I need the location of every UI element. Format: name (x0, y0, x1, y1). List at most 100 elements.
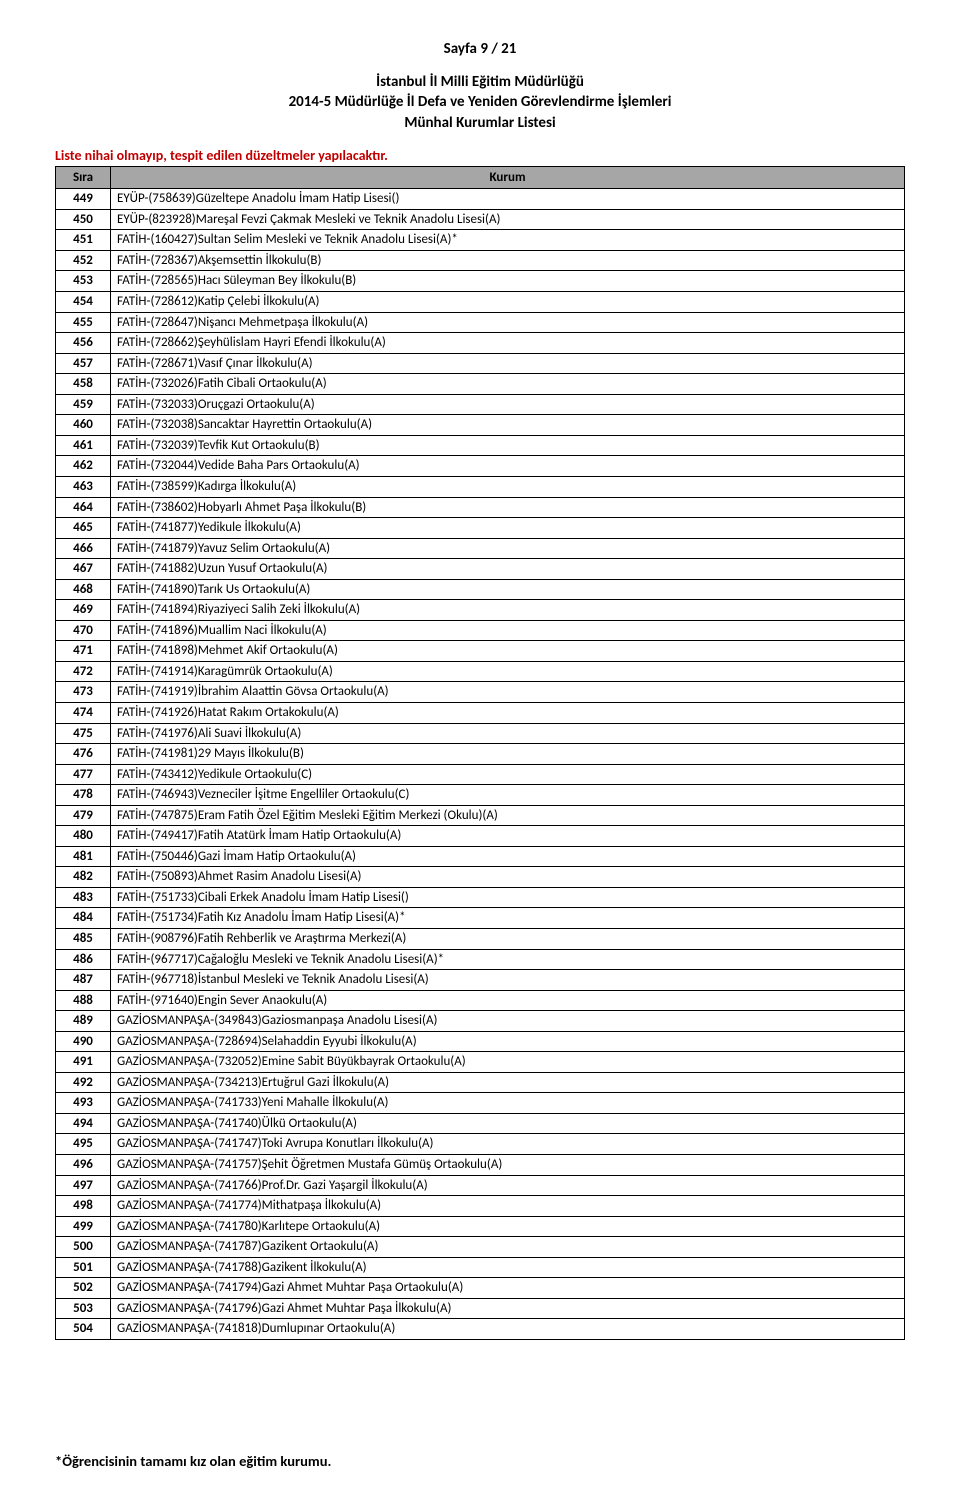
col-header-kurum: Kurum (111, 166, 905, 189)
table-row: 453FATİH-(728565)Hacı Süleyman Bey İlkok… (56, 271, 905, 292)
cell-kurum: FATİH-(728647)Nişancı Mehmetpaşa İlkokul… (111, 312, 905, 333)
table-row: 465FATİH-(741877)Yedikule İlkokulu(A) (56, 518, 905, 539)
table-row: 493GAZİOSMANPAŞA-(741733)Yeni Mahalle İl… (56, 1093, 905, 1114)
cell-sira: 469 (56, 600, 111, 621)
cell-kurum: FATİH-(728565)Hacı Süleyman Bey İlkokulu… (111, 271, 905, 292)
cell-kurum: FATİH-(732033)Oruçgazi Ortaokulu(A) (111, 394, 905, 415)
cell-sira: 454 (56, 292, 111, 313)
cell-sira: 462 (56, 456, 111, 477)
cell-kurum: FATİH-(741919)İbrahim Alaattin Gövsa Ort… (111, 682, 905, 703)
table-row: 500GAZİOSMANPAŞA-(741787)Gazikent Ortaok… (56, 1237, 905, 1258)
cell-kurum: FATİH-(741981)29 Mayıs İlkokulu(B) (111, 744, 905, 765)
cell-sira: 449 (56, 189, 111, 210)
cell-sira: 491 (56, 1052, 111, 1073)
table-row: 462FATİH-(732044)Vedide Baha Pars Ortaok… (56, 456, 905, 477)
table-row: 473FATİH-(741919)İbrahim Alaattin Gövsa … (56, 682, 905, 703)
table-row: 498GAZİOSMANPAŞA-(741774)Mithatpaşa İlko… (56, 1196, 905, 1217)
cell-sira: 468 (56, 579, 111, 600)
cell-kurum: FATİH-(738599)Kadırga İlkokulu(A) (111, 476, 905, 497)
cell-kurum: GAZİOSMANPAŞA-(741733)Yeni Mahalle İlkok… (111, 1093, 905, 1114)
table-row: 458FATİH-(732026)Fatih Cibali Ortaokulu(… (56, 374, 905, 395)
cell-kurum: GAZİOSMANPAŞA-(741788)Gazikent İlkokulu(… (111, 1257, 905, 1278)
cell-kurum: FATİH-(967718)İstanbul Mesleki ve Teknik… (111, 970, 905, 991)
table-row: 489GAZİOSMANPAŞA-(349843)Gaziosmanpaşa A… (56, 1011, 905, 1032)
heading-2: 2014-5 Müdürlüğe İl Defa ve Yeniden Göre… (55, 92, 905, 112)
table-row: 476FATİH-(741981)29 Mayıs İlkokulu(B) (56, 744, 905, 765)
table-row: 470FATİH-(741896)Muallim Naci İlkokulu(A… (56, 620, 905, 641)
cell-kurum: FATİH-(751734)Fatih Kız Anadolu İmam Hat… (111, 908, 905, 929)
cell-sira: 500 (56, 1237, 111, 1258)
cell-kurum: FATİH-(747875)Eram Fatih Özel Eğitim Mes… (111, 805, 905, 826)
cell-sira: 452 (56, 250, 111, 271)
cell-sira: 495 (56, 1134, 111, 1155)
table-row: 469FATİH-(741894)Riyaziyeci Salih Zeki İ… (56, 600, 905, 621)
cell-kurum: FATİH-(732038)Sancaktar Hayrettin Ortaok… (111, 415, 905, 436)
cell-sira: 460 (56, 415, 111, 436)
cell-sira: 480 (56, 826, 111, 847)
cell-sira: 473 (56, 682, 111, 703)
cell-kurum: GAZİOSMANPAŞA-(741818)Dumlupınar Ortaoku… (111, 1319, 905, 1340)
cell-sira: 501 (56, 1257, 111, 1278)
cell-sira: 470 (56, 620, 111, 641)
table-row: 456FATİH-(728662)Şeyhülislam Hayri Efend… (56, 333, 905, 354)
table-row: 464FATİH-(738602)Hobyarlı Ahmet Paşa İlk… (56, 497, 905, 518)
cell-sira: 472 (56, 661, 111, 682)
table-row: 474FATİH-(741926)Hatat Rakım Ortakokulu(… (56, 702, 905, 723)
cell-sira: 496 (56, 1155, 111, 1176)
cell-kurum: EYÜP-(823928)Mareşal Fevzi Çakmak Meslek… (111, 209, 905, 230)
table-row: 477FATİH-(743412)Yedikule Ortaokulu(C) (56, 764, 905, 785)
cell-sira: 492 (56, 1072, 111, 1093)
table-row: 457FATİH-(728671)Vasıf Çınar İlkokulu(A) (56, 353, 905, 374)
table-row: 483FATİH-(751733)Cibali Erkek Anadolu İm… (56, 887, 905, 908)
table-row: 467FATİH-(741882)Uzun Yusuf Ortaokulu(A) (56, 559, 905, 580)
table-row: 504GAZİOSMANPAŞA-(741818)Dumlupınar Orta… (56, 1319, 905, 1340)
table-row: 490GAZİOSMANPAŞA-(728694)Selahaddin Eyyu… (56, 1031, 905, 1052)
cell-sira: 497 (56, 1175, 111, 1196)
data-table: Sıra Kurum 449EYÜP-(758639)Güzeltepe Ana… (55, 166, 905, 1340)
cell-sira: 455 (56, 312, 111, 333)
cell-sira: 451 (56, 230, 111, 251)
table-row: 485FATİH-(908796)Fatih Rehberlik ve Araş… (56, 928, 905, 949)
cell-sira: 476 (56, 744, 111, 765)
cell-kurum: EYÜP-(758639)Güzeltepe Anadolu İmam Hati… (111, 189, 905, 210)
cell-kurum: FATİH-(728612)Katip Çelebi İlkokulu(A) (111, 292, 905, 313)
table-row: 495GAZİOSMANPAŞA-(741747)Toki Avrupa Kon… (56, 1134, 905, 1155)
cell-sira: 504 (56, 1319, 111, 1340)
headings: İstanbul İl Milli Eğitim Müdürlüğü 2014-… (55, 72, 905, 133)
cell-sira: 471 (56, 641, 111, 662)
cell-kurum: GAZİOSMANPAŞA-(741766)Prof.Dr. Gazi Yaşa… (111, 1175, 905, 1196)
table-row: 451FATİH-(160427)Sultan Selim Mesleki ve… (56, 230, 905, 251)
cell-sira: 450 (56, 209, 111, 230)
cell-kurum: FATİH-(741894)Riyaziyeci Salih Zeki İlko… (111, 600, 905, 621)
cell-kurum: FATİH-(750893)Ahmet Rasim Anadolu Lisesi… (111, 867, 905, 888)
table-row: 486FATİH-(967717)Cağaloğlu Mesleki ve Te… (56, 949, 905, 970)
heading-3: Münhal Kurumlar Listesi (55, 113, 905, 133)
cell-sira: 499 (56, 1216, 111, 1237)
cell-sira: 488 (56, 990, 111, 1011)
table-row: 503GAZİOSMANPAŞA-(741796)Gazi Ahmet Muht… (56, 1298, 905, 1319)
table-header-row: Sıra Kurum (56, 166, 905, 189)
table-row: 501GAZİOSMANPAŞA-(741788)Gazikent İlkoku… (56, 1257, 905, 1278)
cell-sira: 466 (56, 538, 111, 559)
cell-kurum: FATİH-(728367)Akşemsettin İlkokulu(B) (111, 250, 905, 271)
col-header-sira: Sıra (56, 166, 111, 189)
table-row: 459FATİH-(732033)Oruçgazi Ortaokulu(A) (56, 394, 905, 415)
cell-sira: 494 (56, 1113, 111, 1134)
table-row: 502GAZİOSMANPAŞA-(741794)Gazi Ahmet Muht… (56, 1278, 905, 1299)
table-row: 455FATİH-(728647)Nişancı Mehmetpaşa İlko… (56, 312, 905, 333)
table-row: 449EYÜP-(758639)Güzeltepe Anadolu İmam H… (56, 189, 905, 210)
cell-kurum: FATİH-(971640)Engin Sever Anaokulu(A) (111, 990, 905, 1011)
cell-sira: 487 (56, 970, 111, 991)
cell-sira: 503 (56, 1298, 111, 1319)
table-row: 479FATİH-(747875)Eram Fatih Özel Eğitim … (56, 805, 905, 826)
table-row: 466FATİH-(741879)Yavuz Selim Ortaokulu(A… (56, 538, 905, 559)
cell-sira: 477 (56, 764, 111, 785)
cell-sira: 502 (56, 1278, 111, 1299)
cell-sira: 458 (56, 374, 111, 395)
heading-1: İstanbul İl Milli Eğitim Müdürlüğü (55, 72, 905, 92)
cell-sira: 465 (56, 518, 111, 539)
table-row: 463FATİH-(738599)Kadırga İlkokulu(A) (56, 476, 905, 497)
cell-kurum: GAZİOSMANPAŞA-(741747)Toki Avrupa Konutl… (111, 1134, 905, 1155)
cell-kurum: FATİH-(732044)Vedide Baha Pars Ortaokulu… (111, 456, 905, 477)
table-row: 471FATİH-(741898)Mehmet Akif Ortaokulu(A… (56, 641, 905, 662)
